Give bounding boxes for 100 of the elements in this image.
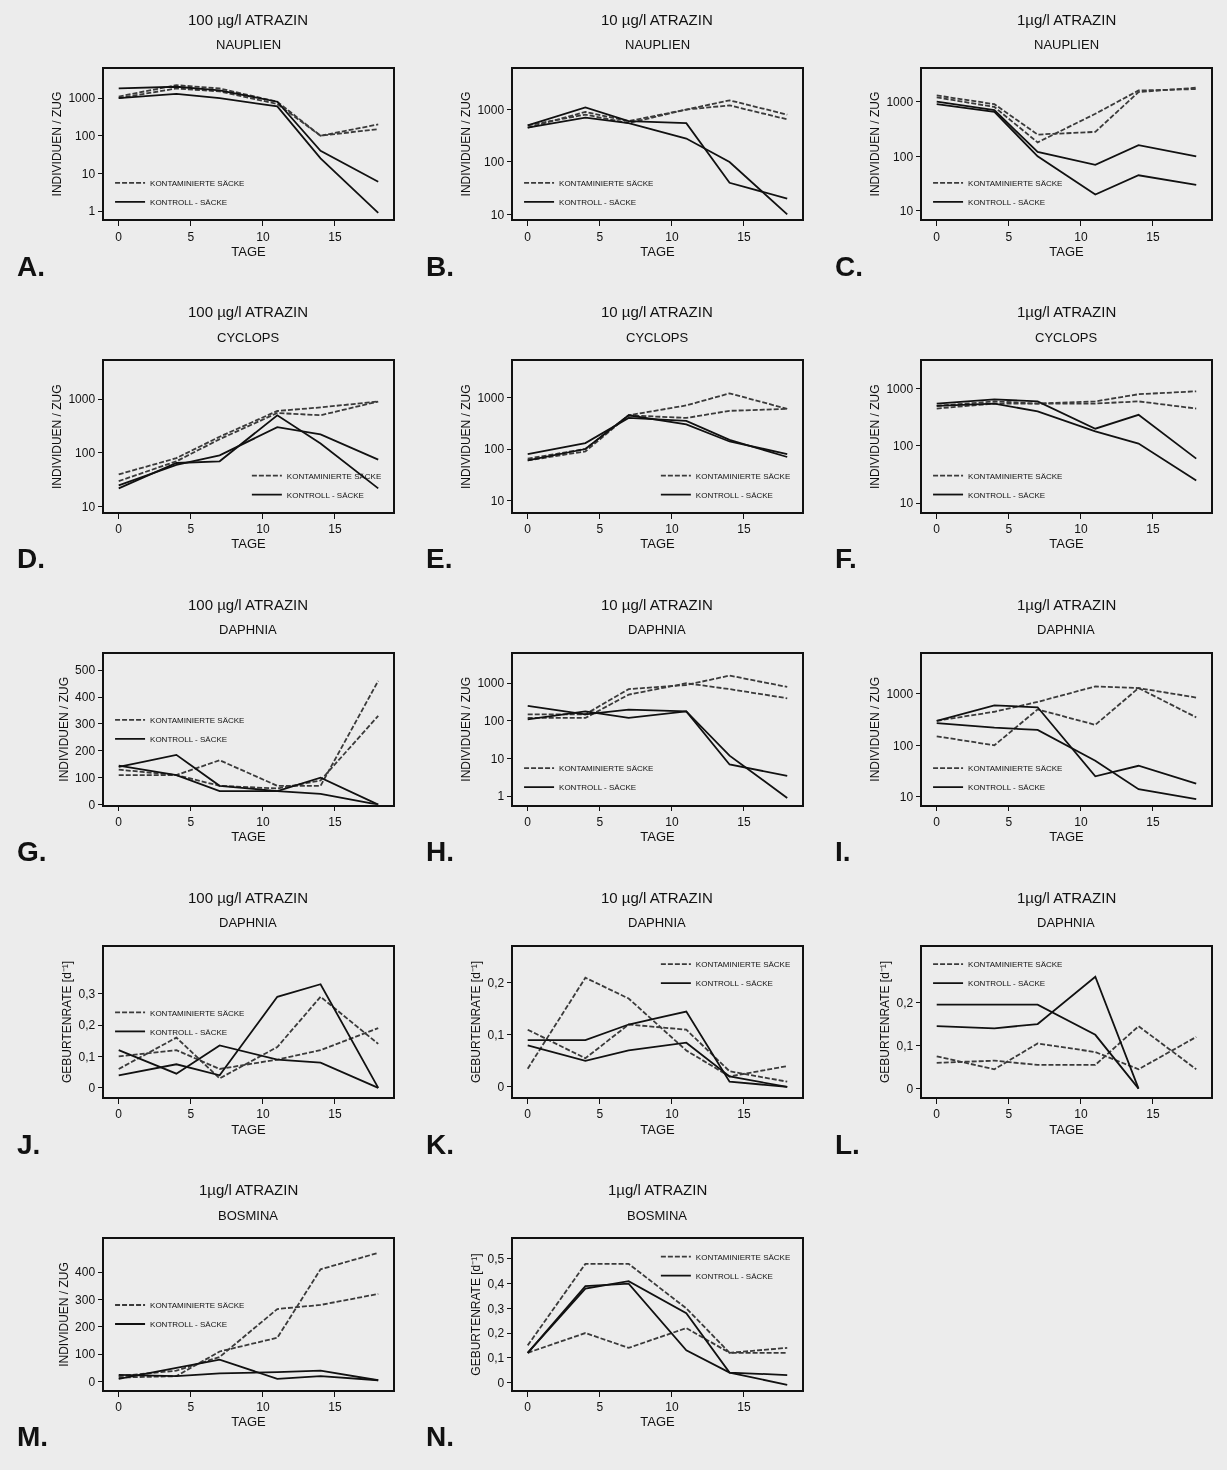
legend-label: KONTAMINIERTE SÄCKE — [559, 764, 654, 774]
y-tick-label: 0,2 — [78, 1018, 96, 1033]
x-tick-label: 15 — [737, 522, 751, 537]
y-tick-label: 100 — [75, 446, 96, 461]
x-axis-title: TAGE — [640, 828, 676, 844]
x-tick-label: 15 — [1146, 814, 1160, 829]
legend-label: KONTROLL - SÄCKE — [150, 1320, 228, 1330]
y-tick-label: 1000 — [886, 381, 914, 396]
chart-subtitle: DAPHNIA — [219, 622, 278, 637]
x-axis-title: TAGE — [231, 828, 267, 844]
x-tick-label: 5 — [1005, 229, 1013, 244]
x-axis-title: TAGE — [640, 536, 676, 552]
x-axis-title: TAGE — [640, 1121, 676, 1137]
x-axis-title: TAGE — [231, 243, 267, 259]
chart-title: 1µg/l ATRAZIN — [1017, 596, 1117, 613]
legend-label: KONTAMINIERTE SÄCKE — [150, 715, 245, 725]
y-tick-label: 0,1 — [78, 1049, 96, 1064]
text: D. — [17, 543, 45, 574]
y-tick-label: 10 — [81, 500, 96, 515]
x-tick-label: 5 — [596, 1400, 604, 1414]
y-tick-label: 1000 — [477, 676, 505, 691]
y-axis-title: GEBURTENRATE [d⁻¹] — [469, 960, 484, 1084]
x-tick-label: 0 — [115, 522, 123, 537]
chart-title: 1µg/l ATRAZIN — [608, 1181, 708, 1198]
y-tick-label: 100 — [484, 442, 505, 457]
text: B. — [426, 251, 454, 282]
legend-label: KONTROLL - SÄCKE — [695, 979, 773, 989]
chart-subtitle: CYCLOPS — [217, 330, 280, 345]
y-tick-label: 100 — [484, 714, 505, 729]
x-tick-label: 5 — [1005, 522, 1013, 537]
y-axis-title: GEBURTENRATE [d⁻¹] — [878, 960, 893, 1084]
y-tick-label: 0 — [88, 1081, 96, 1096]
y-tick-label: 1000 — [886, 687, 914, 702]
chart-subtitle: DAPHNIA — [219, 915, 278, 930]
y-tick-label: 10 — [490, 493, 505, 508]
x-tick-label: 0 — [115, 1400, 123, 1414]
y-tick-label: 100 — [893, 738, 914, 753]
y-tick-label: 100 — [893, 149, 914, 164]
y-axis-title: INDIVIDUEN / ZUG — [50, 384, 65, 490]
x-tick-label: 10 — [256, 814, 270, 829]
x-axis-title: TAGE — [231, 1121, 267, 1137]
x-axis-title: TAGE — [1049, 828, 1085, 844]
legend-label: KONTAMINIERTE SÄCKE — [695, 471, 791, 481]
legend-label: KONTROLL - SÄCKE — [150, 1027, 228, 1037]
y-tick-label: 0,2 — [896, 995, 914, 1010]
y-axis-title: INDIVIDUEN / ZUG — [56, 1262, 71, 1367]
y-tick-label: 0 — [497, 1080, 505, 1095]
x-tick-label: 0 — [933, 522, 941, 537]
y-tick-label: 500 — [75, 663, 96, 678]
y-tick-label: 0,5 — [487, 1252, 505, 1267]
chart-subtitle: CYCLOPS — [626, 330, 689, 345]
x-tick-label: 5 — [596, 522, 604, 537]
x-axis-title: TAGE — [640, 1414, 676, 1430]
chart-subtitle: DAPHNIA — [628, 622, 687, 637]
x-tick-label: 15 — [737, 1107, 751, 1122]
y-axis-title: INDIVIDUEN / ZUG — [459, 91, 474, 197]
x-tick-label: 15 — [1146, 522, 1160, 537]
chart-title: 100 µg/l ATRAZIN — [188, 889, 309, 906]
text: J. — [17, 1129, 41, 1160]
x-tick-label: 10 — [256, 1107, 270, 1122]
y-tick-label: 200 — [75, 744, 96, 759]
x-tick-label: 5 — [596, 1107, 604, 1122]
legend-label: KONTAMINIERTE SÄCKE — [150, 1008, 245, 1018]
x-tick-label: 5 — [187, 522, 195, 537]
y-tick-label: 0,1 — [487, 1028, 505, 1043]
x-axis-title: TAGE — [1049, 243, 1085, 259]
x-tick-label: 5 — [1005, 814, 1013, 829]
legend-label: KONTROLL - SÄCKE — [150, 198, 228, 208]
x-tick-label: 10 — [665, 814, 679, 829]
y-tick-label: 300 — [75, 1292, 96, 1307]
y-tick-label: 200 — [75, 1320, 96, 1335]
x-tick-label: 10 — [256, 1400, 270, 1414]
x-tick-label: 0 — [524, 814, 532, 829]
legend-label: KONTROLL - SÄCKE — [695, 1271, 773, 1281]
x-tick-label: 0 — [524, 1107, 532, 1122]
legend-label: KONTROLL - SÄCKE — [286, 490, 364, 500]
y-tick-label: 0,1 — [896, 1038, 914, 1053]
y-tick-label: 0,2 — [487, 1326, 505, 1341]
text: H. — [426, 836, 454, 867]
x-axis-title: TAGE — [1049, 1121, 1085, 1137]
x-tick-label: 0 — [524, 229, 532, 244]
text: I. — [835, 836, 851, 867]
chart-subtitle: DAPHNIA — [1037, 915, 1096, 930]
x-axis-title: TAGE — [231, 536, 267, 552]
chart-title: 100 µg/l ATRAZIN — [188, 596, 309, 613]
legend-label: KONTROLL - SÄCKE — [968, 783, 1046, 793]
chart-subtitle: NAUPLIEN — [216, 37, 282, 52]
chart-subtitle: DAPHNIA — [628, 915, 687, 930]
x-tick-label: 15 — [1146, 1107, 1160, 1122]
chart-title: 1µg/l ATRAZIN — [1017, 11, 1117, 28]
text: F. — [835, 543, 857, 574]
x-tick-label: 5 — [187, 229, 195, 244]
x-tick-label: 10 — [665, 1400, 679, 1414]
x-tick-label: 0 — [115, 1107, 123, 1122]
y-tick-label: 0,2 — [487, 976, 505, 991]
legend-label: KONTROLL - SÄCKE — [559, 783, 637, 793]
legend-label: KONTROLL - SÄCKE — [968, 979, 1046, 989]
legend-label: KONTAMINIERTE SÄCKE — [150, 1301, 245, 1311]
x-tick-label: 0 — [115, 229, 123, 244]
chart-subtitle: BOSMINA — [627, 1208, 688, 1223]
